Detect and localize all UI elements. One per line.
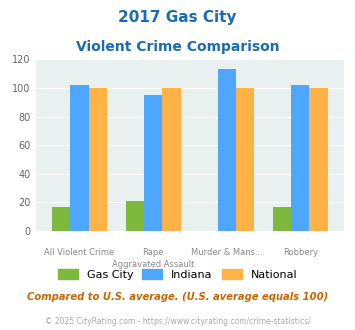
Text: Robbery: Robbery (283, 248, 318, 257)
Text: Rape: Rape (142, 248, 164, 257)
Legend: Gas City, Indiana, National: Gas City, Indiana, National (54, 265, 301, 284)
Bar (89, 88, 107, 231)
Text: Violent Crime Comparison: Violent Crime Comparison (76, 40, 279, 53)
Text: © 2025 CityRating.com - https://www.cityrating.com/crime-statistics/: © 2025 CityRating.com - https://www.city… (45, 317, 310, 326)
Text: Murder & Mans...: Murder & Mans... (191, 248, 263, 257)
Bar (310, 88, 328, 231)
Bar (273, 207, 291, 231)
Bar (162, 88, 181, 231)
Bar (126, 201, 144, 231)
Bar (52, 207, 70, 231)
Bar (291, 85, 310, 231)
Bar (70, 85, 89, 231)
Text: All Violent Crime: All Violent Crime (44, 248, 115, 257)
Text: 2017 Gas City: 2017 Gas City (118, 10, 237, 25)
Bar (236, 88, 254, 231)
Text: Aggravated Assault: Aggravated Assault (112, 260, 194, 269)
Text: Compared to U.S. average. (U.S. average equals 100): Compared to U.S. average. (U.S. average … (27, 292, 328, 302)
Bar (144, 95, 162, 231)
Bar (218, 69, 236, 231)
